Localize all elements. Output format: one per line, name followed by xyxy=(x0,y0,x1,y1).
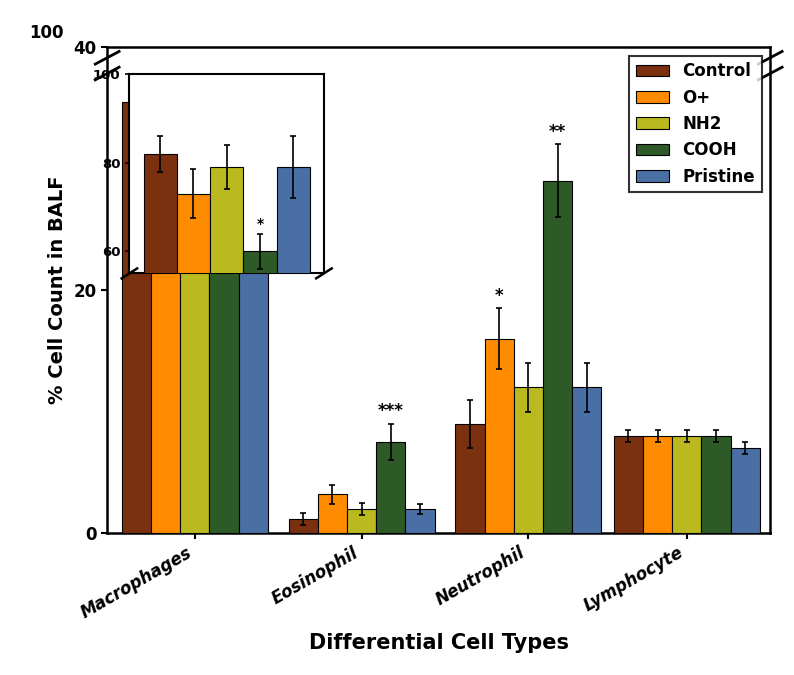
Bar xyxy=(318,494,347,533)
Bar xyxy=(238,102,268,533)
Bar xyxy=(614,436,643,533)
Bar xyxy=(484,339,514,533)
Bar xyxy=(376,442,405,533)
Text: 100: 100 xyxy=(29,24,64,43)
Bar xyxy=(288,518,318,533)
Text: ***: *** xyxy=(378,402,403,421)
Bar xyxy=(514,387,543,533)
Text: **: ** xyxy=(549,123,566,141)
Text: *: * xyxy=(256,217,264,232)
Bar xyxy=(730,448,760,533)
Bar xyxy=(121,102,151,533)
Legend: Control, O+, NH2, COOH, Pristine: Control, O+, NH2, COOH, Pristine xyxy=(629,55,762,192)
Bar xyxy=(243,251,276,517)
Bar xyxy=(144,154,177,517)
Bar xyxy=(177,194,210,517)
Bar xyxy=(643,436,673,533)
Bar xyxy=(701,436,730,533)
Bar xyxy=(673,436,701,533)
Bar xyxy=(347,509,376,533)
Bar xyxy=(276,167,310,517)
Bar xyxy=(151,102,180,533)
Bar xyxy=(405,509,434,533)
Bar xyxy=(572,387,601,533)
Bar xyxy=(180,102,210,533)
X-axis label: Differential Cell Types: Differential Cell Types xyxy=(309,633,569,653)
Bar xyxy=(210,167,243,517)
Y-axis label: % Cell Count in BALF: % Cell Count in BALF xyxy=(48,176,67,404)
Bar xyxy=(210,102,238,533)
Bar xyxy=(543,181,572,533)
Text: *: * xyxy=(495,287,503,305)
Bar xyxy=(456,424,484,533)
